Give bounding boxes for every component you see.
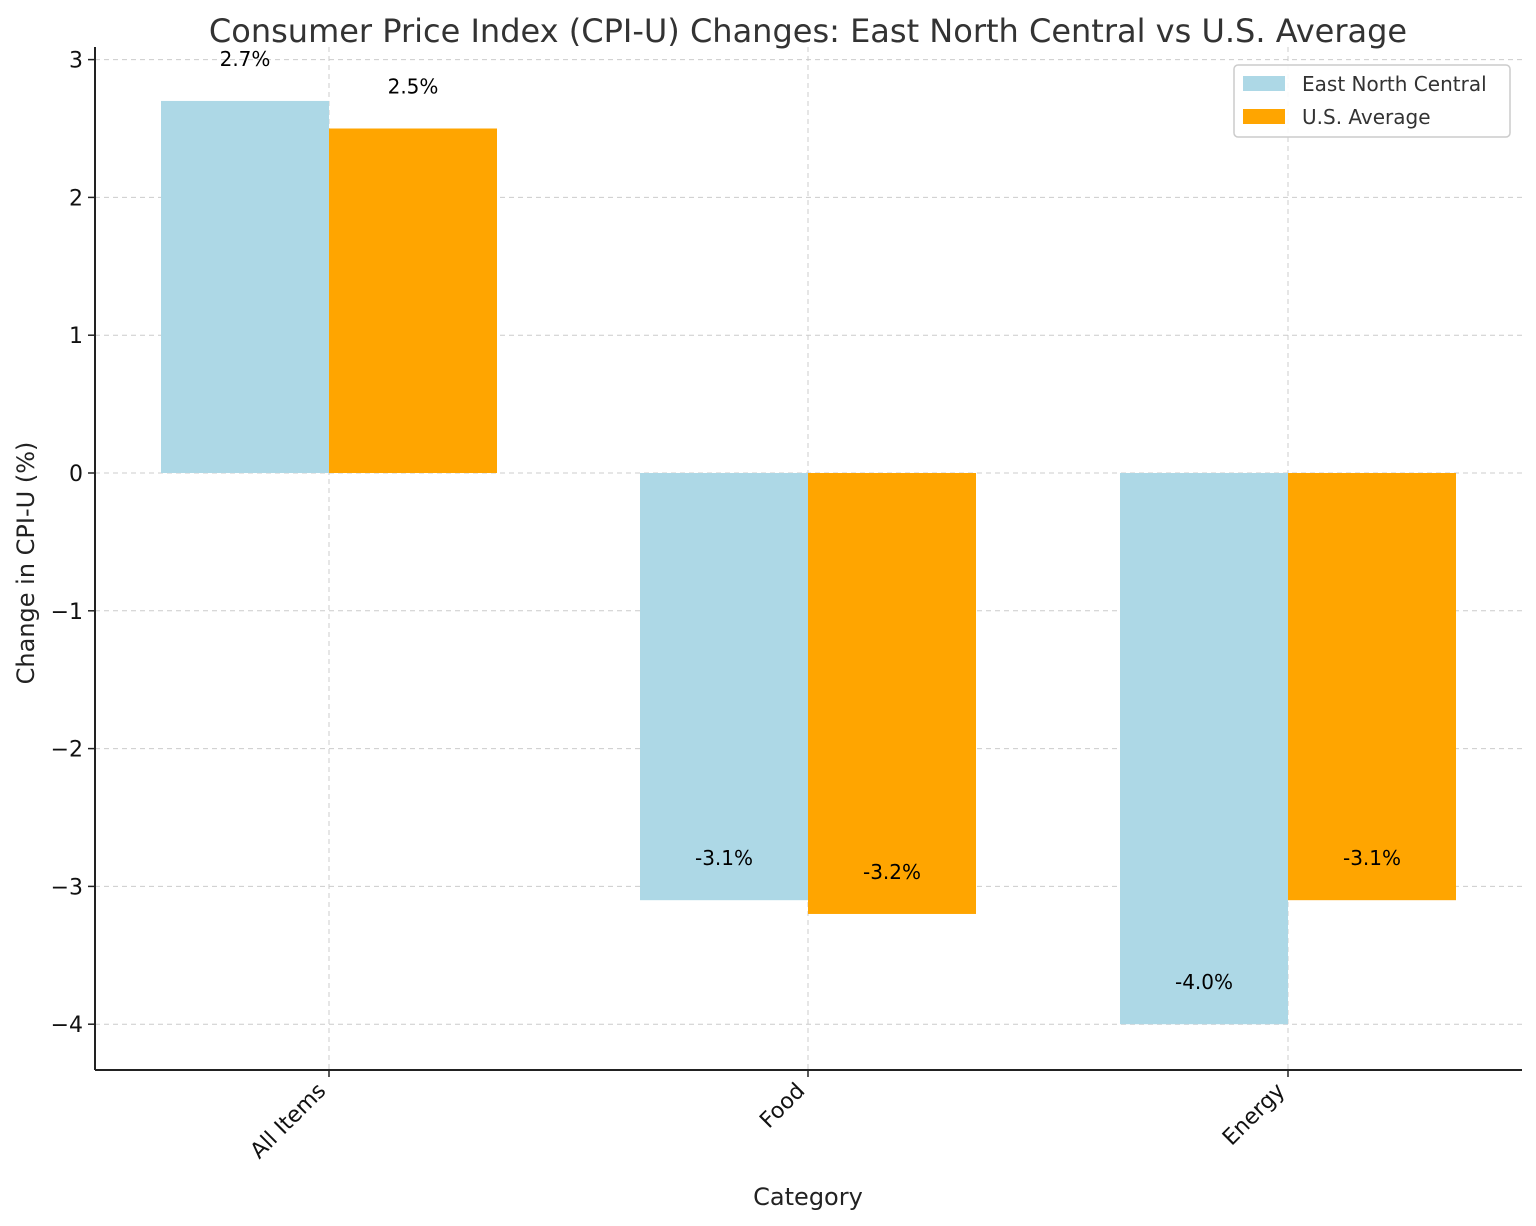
bars xyxy=(161,100,1456,1025)
bar xyxy=(1288,473,1456,901)
data-label: -3.2% xyxy=(863,860,921,884)
x-tick-label: Food xyxy=(755,1079,810,1134)
bar xyxy=(640,473,808,901)
y-tick-label: 1 xyxy=(69,324,83,349)
y-tick-label: −1 xyxy=(51,600,83,625)
y-tick-label: 2 xyxy=(69,186,83,211)
data-label: -4.0% xyxy=(1175,970,1233,994)
legend: East North Central U.S. Average xyxy=(1233,64,1511,138)
x-axis-label: Category xyxy=(753,1183,863,1211)
legend-swatch xyxy=(1243,109,1285,124)
data-labels: 2.7% -3.1% -4.0% 2.5% -3.2% -3.1% xyxy=(220,47,1401,994)
x-tick-label: Energy xyxy=(1218,1079,1290,1151)
data-label: -3.1% xyxy=(1343,846,1401,870)
legend-label: East North Central xyxy=(1302,72,1487,96)
legend-box xyxy=(1233,64,1511,138)
bar xyxy=(161,100,329,473)
bar xyxy=(808,473,976,914)
y-tick-label: −2 xyxy=(51,738,83,763)
y-tick-label: 0 xyxy=(69,462,83,487)
y-tick-label: −4 xyxy=(51,1013,83,1038)
y-axis-label: Change in CPI-U (%) xyxy=(12,442,40,685)
x-tick-label: All Items xyxy=(246,1079,331,1164)
bar xyxy=(1120,473,1288,1025)
data-label: 2.7% xyxy=(220,47,271,71)
bar xyxy=(329,128,497,473)
y-tick-label: −3 xyxy=(51,875,83,900)
legend-label: U.S. Average xyxy=(1302,105,1431,129)
y-tick-label: 3 xyxy=(69,49,83,74)
legend-swatch xyxy=(1243,76,1285,91)
chart-title: Consumer Price Index (CPI-U) Changes: Ea… xyxy=(209,12,1407,50)
data-label: -3.1% xyxy=(695,846,753,870)
data-label: 2.5% xyxy=(388,75,439,99)
